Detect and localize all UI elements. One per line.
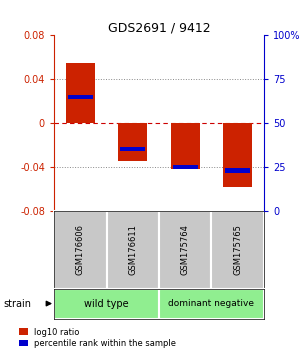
Text: GSM175764: GSM175764 <box>181 224 190 275</box>
Bar <box>118 123 147 161</box>
Bar <box>54 289 159 319</box>
Bar <box>159 211 211 289</box>
Text: strain: strain <box>3 298 31 309</box>
Title: GDS2691 / 9412: GDS2691 / 9412 <box>108 21 210 34</box>
Bar <box>54 211 106 289</box>
Text: GSM176611: GSM176611 <box>128 224 137 275</box>
Text: wild type: wild type <box>84 298 129 309</box>
Text: GSM175765: GSM175765 <box>233 224 242 275</box>
Text: GSM176606: GSM176606 <box>76 224 85 275</box>
Bar <box>66 63 95 123</box>
Bar <box>212 211 264 289</box>
Bar <box>159 289 264 319</box>
Bar <box>226 168 250 172</box>
Text: dominant negative: dominant negative <box>169 299 254 308</box>
Legend: log10 ratio, percentile rank within the sample: log10 ratio, percentile rank within the … <box>19 327 176 348</box>
Bar <box>106 211 159 289</box>
Bar <box>171 123 200 169</box>
Bar <box>121 147 145 152</box>
Bar <box>173 165 197 169</box>
Bar <box>68 95 92 99</box>
Bar <box>223 123 252 187</box>
